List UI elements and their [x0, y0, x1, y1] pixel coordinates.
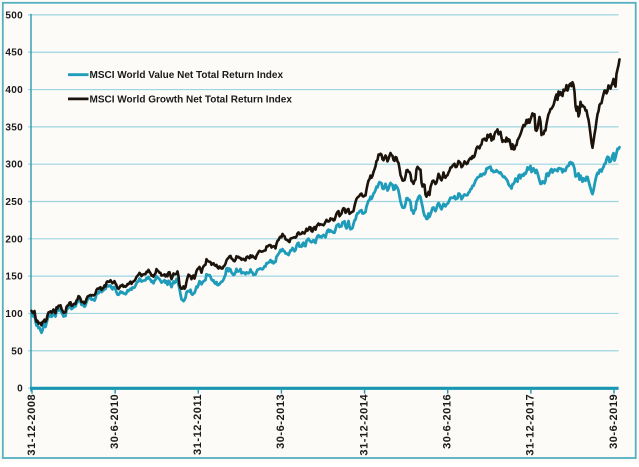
svg-text:30-6-2013: 30-6-2013 [275, 394, 287, 449]
svg-text:MSCI World Value Net Total Ret: MSCI World Value Net Total Return Index [90, 70, 284, 81]
svg-text:150: 150 [5, 272, 23, 283]
svg-text:300: 300 [5, 160, 23, 171]
svg-text:MSCI World Growth Net Total Re: MSCI World Growth Net Total Return Index [90, 94, 293, 105]
svg-text:30-6-2010: 30-6-2010 [109, 394, 121, 449]
svg-text:30-6-2016: 30-6-2016 [442, 394, 454, 449]
svg-text:400: 400 [5, 85, 23, 96]
svg-text:31-12-2008: 31-12-2008 [26, 394, 38, 456]
svg-text:200: 200 [5, 234, 23, 245]
svg-text:30-6-2019: 30-6-2019 [608, 394, 620, 449]
svg-text:31-12-2014: 31-12-2014 [358, 393, 370, 455]
svg-text:350: 350 [5, 122, 23, 133]
svg-text:500: 500 [5, 10, 23, 21]
svg-text:50: 50 [11, 346, 23, 357]
svg-text:450: 450 [5, 48, 23, 59]
svg-text:31-12-2011: 31-12-2011 [192, 394, 204, 455]
svg-text:250: 250 [5, 197, 23, 208]
svg-text:31-12-2017: 31-12-2017 [525, 394, 537, 456]
svg-text:0: 0 [17, 384, 23, 395]
svg-text:100: 100 [5, 309, 23, 320]
